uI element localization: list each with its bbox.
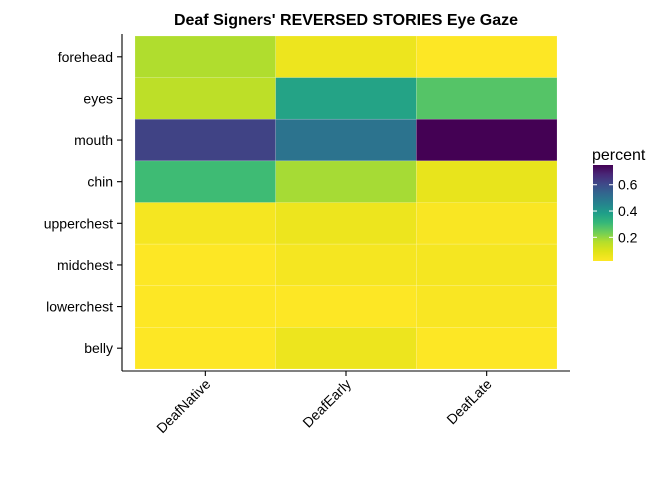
- heatmap-cell-midchest-DeafEarly: [275, 243, 417, 287]
- x-tick-label-DeafNative: DeafNative: [153, 376, 213, 436]
- heatmap-cell-chin-DeafLate: [416, 160, 558, 203]
- heatmap-cell-belly-DeafNative: [134, 327, 276, 370]
- heatmap-cell-upperchest-DeafEarly: [275, 202, 417, 245]
- heatmap-cell-forehead-DeafNative: [134, 35, 276, 78]
- y-tick-label-forehead: forehead: [58, 49, 113, 65]
- legend-title: percent: [592, 147, 646, 164]
- heatmap-cell-belly-DeafEarly: [275, 327, 417, 370]
- heatmap-cell-lowerchest-DeafLate: [416, 285, 558, 328]
- heatmap-cell-upperchest-DeafLate: [416, 202, 558, 245]
- heatmap-cell-forehead-DeafEarly: [275, 35, 417, 78]
- y-tick-label-chin: chin: [87, 174, 113, 190]
- y-tick-label-midchest: midchest: [57, 257, 113, 273]
- y-tick-label-upperchest: upperchest: [44, 215, 113, 231]
- heatmap-cell-lowerchest-DeafEarly: [275, 285, 417, 328]
- legend-tick-label: 0.4: [618, 203, 638, 219]
- legend-tick-label: 0.6: [618, 177, 638, 193]
- legend-tick-label: 0.2: [618, 229, 638, 245]
- heatmap-cell-lowerchest-DeafNative: [134, 285, 276, 328]
- x-axis: DeafNative DeafEarly DeafLate: [153, 371, 495, 436]
- heatmap-cell-eyes-DeafLate: [416, 77, 558, 120]
- heatmap-cell-eyes-DeafEarly: [275, 77, 417, 120]
- y-tick-label-belly: belly: [84, 340, 113, 356]
- heatmap-cell-belly-DeafLate: [416, 327, 558, 370]
- heatmap-cell-mouth-DeafNative: [134, 118, 276, 162]
- chart-title: Deaf Signers' REVERSED STORIES Eye Gaze: [174, 12, 518, 29]
- y-tick-label-eyes: eyes: [83, 90, 113, 106]
- heatmap-cell-mouth-DeafLate: [416, 118, 558, 162]
- heatmap-cell-midchest-DeafLate: [416, 243, 558, 287]
- x-tick-label-DeafEarly: DeafEarly: [299, 376, 354, 431]
- heatmap-cell-forehead-DeafLate: [416, 35, 558, 78]
- heatmap-cell-midchest-DeafNative: [134, 243, 276, 287]
- heatmap-cell-chin-DeafNative: [134, 160, 276, 203]
- heatmap-cell-mouth-DeafEarly: [275, 118, 417, 162]
- legend: percent 0.2 0.4 0.6: [592, 147, 646, 261]
- heatmap-cells: [134, 35, 558, 370]
- y-axis: forehead eyes mouth chin upperchest midchest l…: [44, 49, 122, 356]
- heatmap-cell-upperchest-DeafNative: [134, 202, 276, 245]
- heatmap-cell-chin-DeafEarly: [275, 160, 417, 203]
- heatmap-cell-eyes-DeafNative: [134, 77, 276, 120]
- y-tick-label-mouth: mouth: [74, 132, 113, 148]
- y-tick-label-lowerchest: lowerchest: [46, 299, 113, 315]
- x-tick-label-DeafLate: DeafLate: [443, 376, 495, 428]
- legend-colorbar: [593, 165, 613, 261]
